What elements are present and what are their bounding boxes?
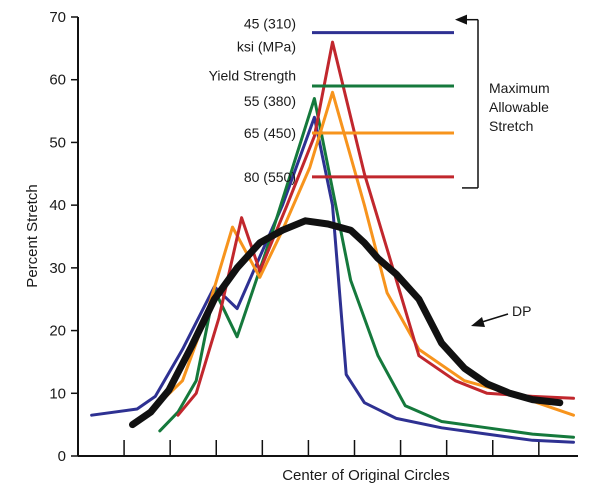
annotation-layer: DP <box>471 303 531 327</box>
legend-yield-strength: Yield Strength <box>209 68 296 84</box>
x-axis-title: Center of Original Circles <box>282 467 450 484</box>
bracket-label-line3: Stretch <box>489 118 533 134</box>
series-line-dp <box>129 217 564 429</box>
bracket-label-line1: Maximum <box>489 80 550 96</box>
bracket-label-line2: Allowable <box>489 99 549 115</box>
y-tick-label: 70 <box>49 9 66 26</box>
series-line-2 <box>158 97 575 439</box>
legend-label-55: 55 (380) <box>244 93 296 109</box>
dp-arrowhead <box>471 317 485 327</box>
bracket-arrowhead <box>455 14 467 25</box>
series-layer <box>90 40 575 444</box>
legend-label-80: 80 (550) <box>244 169 296 185</box>
legend-label-65: 65 (450) <box>244 125 296 141</box>
y-tick-label: 50 <box>49 134 66 151</box>
series-line-1 <box>90 115 575 444</box>
y-tick-label: 10 <box>49 385 66 402</box>
y-tick-label: 40 <box>49 197 66 214</box>
dp-arrow-line <box>481 313 509 323</box>
y-tick-label: 20 <box>49 323 66 340</box>
legend-units: ksi (MPa) <box>237 39 296 55</box>
y-axis-title: Percent Stretch <box>24 184 41 287</box>
dp-annotation-label: DP <box>512 303 531 319</box>
series-line-3 <box>158 90 575 417</box>
y-tick-label: 60 <box>49 72 66 89</box>
y-tick-label: 0 <box>58 448 66 465</box>
y-tick-label: 30 <box>49 260 66 277</box>
axes-layer: 0 10 20 30 40 50 60 70 Center of Original Circle… <box>24 9 578 484</box>
legend-label-45: 45 (310) <box>244 16 296 32</box>
legend-layer: 45 (310) ksi (MPa) Yield Strength 55 (380) 6… <box>209 14 550 189</box>
